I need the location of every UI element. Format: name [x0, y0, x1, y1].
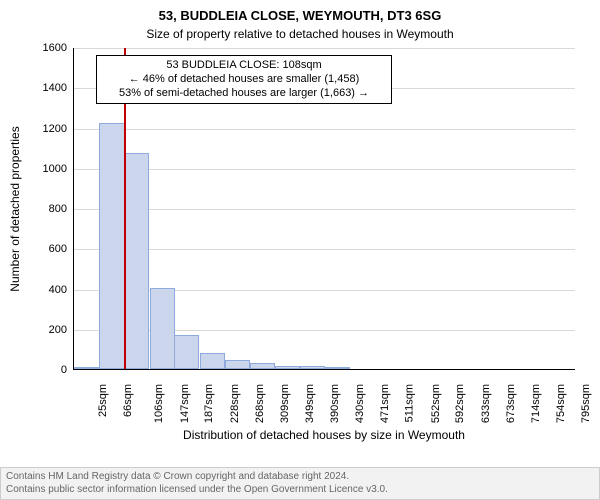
x-axis-title: Distribution of detached houses by size …: [73, 428, 575, 442]
histogram-bar: [99, 123, 124, 369]
gridline: [74, 129, 575, 130]
y-tick-label: 1600: [27, 42, 67, 54]
plot-area: 53 BUDDLEIA CLOSE: 108sqm ← 46% of detac…: [73, 48, 575, 370]
y-tick-label: 0: [27, 364, 67, 376]
histogram-bar: [275, 366, 300, 369]
x-tick-label: 147sqm: [179, 384, 191, 423]
histogram-bar: [174, 335, 199, 369]
chart-subtitle: Size of property relative to detached ho…: [0, 27, 600, 41]
y-tick-label: 1200: [27, 123, 67, 135]
chart-title: 53, BUDDLEIA CLOSE, WEYMOUTH, DT3 6SG: [0, 8, 600, 23]
x-tick-label: 552sqm: [430, 384, 442, 423]
gridline: [74, 48, 575, 49]
x-tick-label: 228sqm: [229, 384, 241, 423]
footer-line2: Contains public sector information licen…: [6, 484, 594, 497]
histogram-bar: [225, 360, 250, 369]
x-tick-label: 430sqm: [354, 384, 366, 423]
property-size-chart: 53, BUDDLEIA CLOSE, WEYMOUTH, DT3 6SG Si…: [0, 0, 600, 500]
x-tick-label: 349sqm: [304, 384, 316, 423]
histogram-bar: [300, 366, 325, 369]
y-tick-label: 600: [27, 243, 67, 255]
x-tick-label: 633sqm: [480, 384, 492, 423]
x-tick-label: 471sqm: [380, 384, 392, 423]
x-tick-label: 511sqm: [404, 384, 416, 422]
x-tick-label: 592sqm: [455, 384, 467, 423]
histogram-bar: [150, 288, 175, 370]
y-tick-label: 1000: [27, 163, 67, 175]
x-tick-label: 25sqm: [97, 384, 109, 417]
annotation-line1: 53 BUDDLEIA CLOSE: 108sqm: [103, 59, 385, 73]
x-tick-label: 673sqm: [505, 384, 517, 423]
x-tick-label: 754sqm: [555, 384, 567, 423]
histogram-bar: [250, 363, 275, 369]
y-tick-label: 200: [27, 324, 67, 336]
histogram-bar: [124, 153, 149, 369]
attribution-footer: Contains HM Land Registry data © Crown c…: [0, 467, 600, 500]
x-tick-label: 714sqm: [530, 384, 542, 423]
annotation-line3: 53% of semi-detached houses are larger (…: [103, 87, 385, 101]
y-tick-label: 400: [27, 284, 67, 296]
x-tick-label: 795sqm: [580, 384, 592, 423]
x-tick-label: 66sqm: [122, 384, 134, 417]
x-tick-label: 390sqm: [329, 384, 341, 423]
y-tick-label: 1400: [27, 82, 67, 94]
histogram-bar: [200, 353, 225, 369]
histogram-bar: [74, 367, 99, 369]
footer-line1: Contains HM Land Registry data © Crown c…: [6, 471, 594, 484]
histogram-bar: [325, 367, 350, 369]
y-axis-title: Number of detached properties: [8, 126, 22, 291]
annotation-line2: ← 46% of detached houses are smaller (1,…: [103, 73, 385, 87]
x-tick-label: 106sqm: [153, 384, 165, 423]
annotation-box: 53 BUDDLEIA CLOSE: 108sqm ← 46% of detac…: [96, 55, 392, 104]
x-tick-label: 268sqm: [254, 384, 266, 423]
x-tick-label: 187sqm: [204, 384, 216, 423]
x-tick-label: 309sqm: [279, 384, 291, 423]
y-tick-label: 800: [27, 203, 67, 215]
